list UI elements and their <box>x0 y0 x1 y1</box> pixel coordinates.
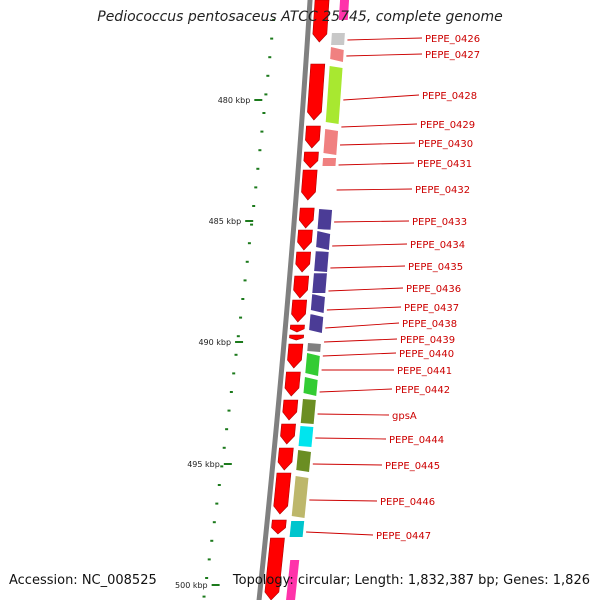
feature-block <box>323 129 339 155</box>
feature-callout-line <box>324 338 398 343</box>
feature-labels: PEPE_0426 PEPE_0427 PEPE_0428 PEPE_0429 PEPE… <box>306 34 480 542</box>
feature-callout-line <box>312 463 383 466</box>
gene-arrow <box>298 207 315 229</box>
gene-arrow <box>277 447 294 471</box>
feature-label: PEPE_0431 <box>417 159 472 170</box>
feature-callout-line <box>328 287 404 292</box>
feature-callout-line <box>341 123 418 128</box>
feature-block <box>298 426 314 447</box>
feature-label: PEPE_0434 <box>410 240 465 251</box>
feature-label: PEPE_0437 <box>404 303 459 314</box>
feature-label: PEPE_0436 <box>406 284 461 295</box>
feature-label: PEPE_0426 <box>425 34 480 45</box>
backbone-line <box>256 0 313 600</box>
gene-arrow <box>287 343 304 369</box>
feature-block <box>310 294 325 313</box>
gene-arrow <box>307 63 326 121</box>
feature-callout-line <box>326 306 402 311</box>
topology-summary: Topology: circular; Length: 1,832,387 bp… <box>232 573 590 588</box>
feature-callout-line <box>340 142 416 146</box>
feature-callout-line <box>338 162 415 166</box>
feature-label: PEPE_0432 <box>415 185 470 196</box>
feature-callout-line <box>319 388 393 393</box>
gene-arrow <box>280 423 296 445</box>
scale-label: 495 kbp <box>187 460 220 469</box>
feature-label: PEPE_0445 <box>385 461 440 472</box>
gene-arrow <box>271 519 287 535</box>
feature-callout-line <box>317 413 390 416</box>
feature-rings <box>256 0 350 600</box>
scale-label: 485 kbp <box>209 217 242 226</box>
outer-ring-segment <box>286 560 300 600</box>
feature-block <box>312 273 327 293</box>
feature-block <box>291 476 309 518</box>
feature-label: PEPE_0446 <box>380 497 435 508</box>
gene-arrow <box>291 299 308 323</box>
gene-arrow <box>305 125 321 149</box>
feature-block <box>325 66 343 124</box>
scale-track: 480 kbp 485 kbp 490 kbp 495 kbp 500 kbp <box>175 19 276 598</box>
feature-label: PEPE_0441 <box>397 366 452 377</box>
feature-label: PEPE_0433 <box>412 217 467 228</box>
feature-callout-line <box>332 243 408 247</box>
feature-callout-line <box>343 94 420 101</box>
feature-label: PEPE_0440 <box>399 349 454 360</box>
gene-arrow <box>303 151 319 169</box>
feature-block <box>319 171 335 206</box>
feature-callout-line <box>306 531 374 536</box>
gene-arrow <box>295 251 312 273</box>
gene-arrow <box>312 0 330 43</box>
feature-callout-line <box>346 53 423 57</box>
gene-arrow <box>273 472 292 515</box>
feature-block <box>303 377 318 396</box>
feature-block <box>317 209 333 230</box>
feature-block <box>307 343 321 352</box>
feature-callout-line <box>322 352 397 357</box>
feature-block <box>331 33 345 45</box>
feature-block <box>305 353 320 376</box>
gene-arrow <box>289 324 305 333</box>
feature-block <box>300 399 316 424</box>
feature-block <box>314 251 329 272</box>
feature-block <box>289 521 305 537</box>
feature-label: gpsA <box>392 411 417 422</box>
feature-callout-line <box>347 37 423 41</box>
gene-arrow <box>264 537 285 600</box>
gene-arrow <box>289 334 305 341</box>
feature-label: PEPE_0435 <box>408 262 463 273</box>
feature-block <box>330 47 344 62</box>
feature-label: PEPE_0427 <box>425 50 480 61</box>
feature-label: PEPE_0447 <box>376 531 431 542</box>
outer-ring-segment <box>338 0 350 20</box>
gene-arrow <box>301 169 318 201</box>
scale-label: 490 kbp <box>198 338 231 347</box>
feature-label: PEPE_0438 <box>402 319 457 330</box>
gene-arrow <box>284 371 301 397</box>
feature-label: PEPE_0430 <box>418 139 473 150</box>
feature-callout-line <box>309 499 378 502</box>
gene-arrow <box>282 399 299 421</box>
scale-label: 500 kbp <box>175 581 208 590</box>
map-title: Pediococcus pentosaceus ATCC 25745, comp… <box>97 9 503 25</box>
feature-block <box>316 231 331 250</box>
feature-callout-line <box>330 265 406 269</box>
scale-label: 480 kbp <box>218 96 251 105</box>
feature-label: PEPE_0442 <box>395 385 450 396</box>
feature-callout-line <box>336 188 413 191</box>
accession-text: Accession: NC_008525 <box>9 573 157 588</box>
feature-block <box>309 314 324 333</box>
feature-callout-line <box>315 437 387 440</box>
gene-arrow <box>297 229 313 251</box>
feature-callout-line <box>325 322 400 329</box>
gene-arrow <box>293 275 310 299</box>
feature-label: PEPE_0444 <box>389 435 444 446</box>
feature-callout-line <box>334 220 410 223</box>
feature-block <box>322 158 337 166</box>
feature-label: PEPE_0429 <box>420 120 475 131</box>
feature-label: PEPE_0428 <box>422 91 477 102</box>
feature-label: PEPE_0439 <box>400 335 455 346</box>
feature-block <box>296 450 311 472</box>
